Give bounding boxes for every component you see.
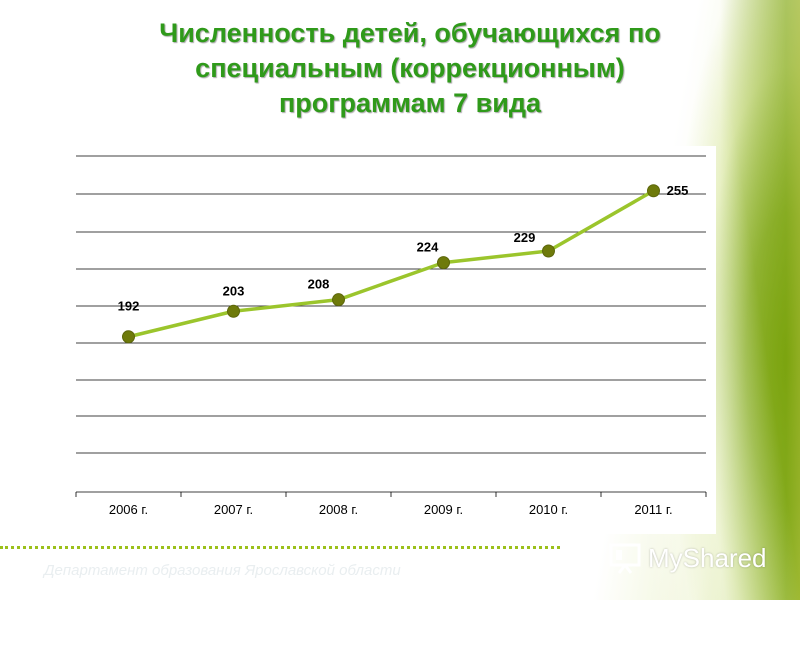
logo-text: MyShared [648,542,767,573]
footer-text: Департамент образования Ярославской обла… [44,562,401,579]
data-label: 208 [308,277,330,292]
data-point [437,256,450,270]
data-label: 224 [417,240,439,255]
data-point [332,293,345,307]
x-tick-label: 2007 г. [214,502,253,517]
x-tick-label: 2006 г. [109,502,148,517]
x-tick-label: 2011 г. [634,502,672,517]
x-tick-label: 2008 г. [319,502,358,517]
line-chart: 2006 г. 2007 г. 2008 г. 2009 г. 2010 г. 2011 … [75,155,707,517]
data-label: 203 [223,283,245,298]
data-label: 192 [118,299,140,314]
x-tick-label: 2010 г. [529,502,568,517]
presentation-board-icon [609,543,641,574]
data-label: 229 [514,230,536,245]
chart-panel: 2006 г. 2007 г. 2008 г. 2009 г. 2010 г. 2011 … [60,146,716,534]
slide-title: Численность детей, обучающихся по специа… [159,18,661,118]
x-tick-label: 2009 г. [424,502,463,517]
data-point [227,304,240,318]
data-point [542,244,555,258]
logo: MyShared [608,538,767,578]
data-point [647,184,660,198]
data-point [122,330,135,344]
data-label: 255 [667,183,689,198]
series-line [128,189,655,339]
footer-divider [0,546,560,549]
